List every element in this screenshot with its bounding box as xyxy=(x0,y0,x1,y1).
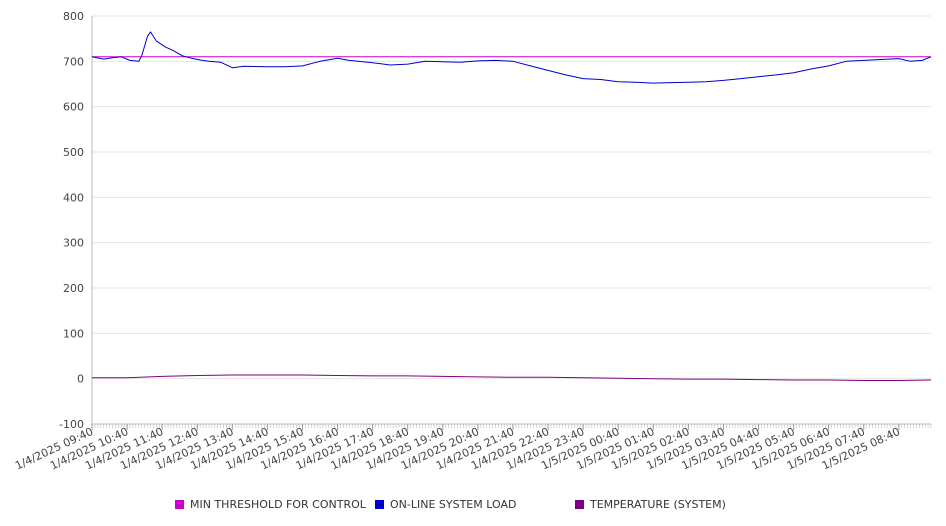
legend-item-system-load: ON-LINE SYSTEM LOAD xyxy=(375,498,516,511)
y-tick-label: 700 xyxy=(63,55,84,68)
y-tick-label: -100 xyxy=(59,418,84,431)
series xyxy=(91,31,932,381)
series-line-2 xyxy=(92,374,932,381)
y-tick-label: 100 xyxy=(63,327,84,340)
legend-swatch-system-load xyxy=(375,500,384,509)
legend-item-min-threshold: MIN THRESHOLD FOR CONTROL xyxy=(175,498,366,511)
legend-label-system-load: ON-LINE SYSTEM LOAD xyxy=(390,498,517,511)
axes xyxy=(91,16,932,430)
legend-swatch-min-threshold xyxy=(175,500,184,509)
legend-swatch-temperature xyxy=(575,500,584,509)
y-tick-label: 200 xyxy=(63,282,84,295)
legend-item-temperature: TEMPERATURE (SYSTEM) xyxy=(575,498,726,511)
legend-label-temperature: TEMPERATURE (SYSTEM) xyxy=(590,498,726,511)
y-tick-label: 500 xyxy=(63,146,84,159)
series-line-1 xyxy=(91,31,932,84)
y-tick-label: 400 xyxy=(63,191,84,204)
y-tick-label: 300 xyxy=(63,237,84,250)
grid xyxy=(92,15,931,425)
y-tick-label: 800 xyxy=(63,10,84,23)
x-tick-labels: 1/4/2025 09:401/4/2025 10:401/4/2025 11:… xyxy=(13,425,902,473)
legend: MIN THRESHOLD FOR CONTROL ON-LINE SYSTEM… xyxy=(0,498,946,514)
y-tick-label: 600 xyxy=(63,101,84,114)
legend-label-min-threshold: MIN THRESHOLD FOR CONTROL xyxy=(190,498,366,511)
y-tick-labels: -100 0 100 200 300 400 500 600 700 800 xyxy=(59,10,84,431)
y-tick-label: 0 xyxy=(77,373,84,386)
